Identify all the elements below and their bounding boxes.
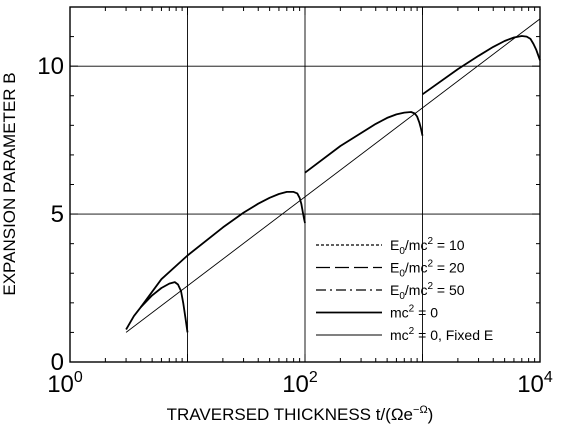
y-axis-label: EXPANSION PARAMETER B: [0, 72, 19, 295]
x-axis-label-superscript: −Ω: [413, 404, 428, 416]
axis-ticks: 0 5 10 100 102 104: [37, 6, 553, 398]
x-axis-label: TRAVERSED THICKNESS t/(Ωe−Ω): [167, 404, 434, 424]
legend-label: mc2 = 0: [390, 304, 438, 321]
x-tick-label: 102: [282, 369, 318, 398]
series-line: [304, 111, 424, 174]
series-line: [421, 35, 541, 96]
legend-label: E0/mc2 = 20: [390, 259, 465, 280]
series-line-fixed-e: [125, 18, 541, 333]
x-tick-label: 104: [517, 369, 553, 398]
y-tick-label: 0: [51, 349, 64, 376]
gridlines: [70, 7, 540, 362]
plot-area: [125, 18, 541, 333]
legend-label: E0/mc2 = 10: [390, 236, 465, 257]
legend-label: E0/mc2 = 50: [390, 281, 465, 302]
series-line: [125, 281, 189, 333]
legend-label: mc2 = 0, Fixed E: [390, 326, 493, 343]
x-tick-label: 100: [47, 369, 83, 398]
y-tick-label: 5: [51, 201, 64, 228]
series-line: [139, 190, 306, 308]
y-tick-label: 10: [37, 53, 64, 80]
